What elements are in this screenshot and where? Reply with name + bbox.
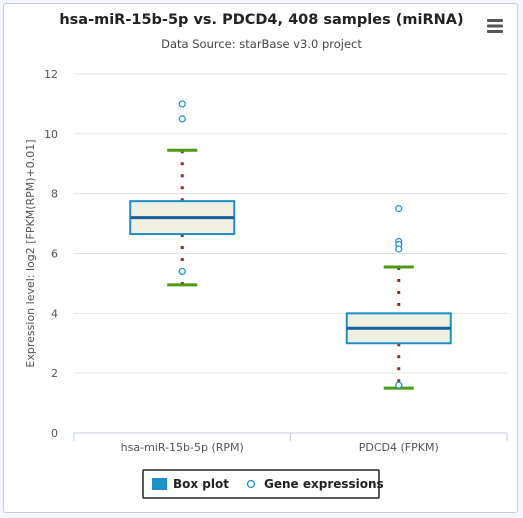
gene-expression-point [395,381,403,389]
y-tick-label: 12 [44,68,58,81]
gene-expression-point [395,245,403,253]
legend-box-plot-label: Box plot [173,477,229,491]
box-plot-item [345,265,452,390]
legend-item-box-plot[interactable]: Box plot [152,477,229,491]
x-tick-label: PDCD4 (FPKM) [359,441,439,454]
y-tick-label: 8 [51,188,58,201]
y-tick-label: 4 [51,307,58,320]
y-tick-label: 6 [51,248,58,261]
y-axis-ticks: 0 2 4 6 8 10 12 [44,68,58,440]
y-axis-label: Expression level: log2 [FPKM(RPM)+0.01] [24,139,37,367]
chart-subtitle: Data Source: starBase v3.0 project [161,37,362,51]
chart-title: hsa-miR-15b-5p vs. PDCD4, 408 samples (m… [59,12,463,28]
legend-item-gene-expressions[interactable]: Gene expressions [246,477,384,491]
y-tick-label: 2 [51,367,58,380]
x-axis-ticks: hsa-miR-15b-5p (RPM) PDCD4 (FPKM) [121,441,439,454]
x-axis [73,432,508,441]
plot-area [129,100,452,390]
legend-box-plot-swatch [152,478,167,490]
legend: Box plot Gene expressions [142,469,384,499]
gene-expression-point [178,100,186,108]
gene-expression-point [178,115,186,123]
hamburger-menu-icon[interactable] [483,15,507,37]
chart-container [3,3,518,513]
box-plot-item [129,148,236,287]
y-tick-label: 0 [51,427,58,440]
legend-gene-expressions-label: Gene expressions [264,477,384,491]
gene-expression-point [178,267,186,276]
legend-gene-expressions-marker [246,479,256,489]
y-tick-label: 10 [44,128,58,141]
x-tick-label: hsa-miR-15b-5p (RPM) [121,441,244,454]
gene-expression-point [395,205,403,213]
grid-lines [74,73,507,434]
